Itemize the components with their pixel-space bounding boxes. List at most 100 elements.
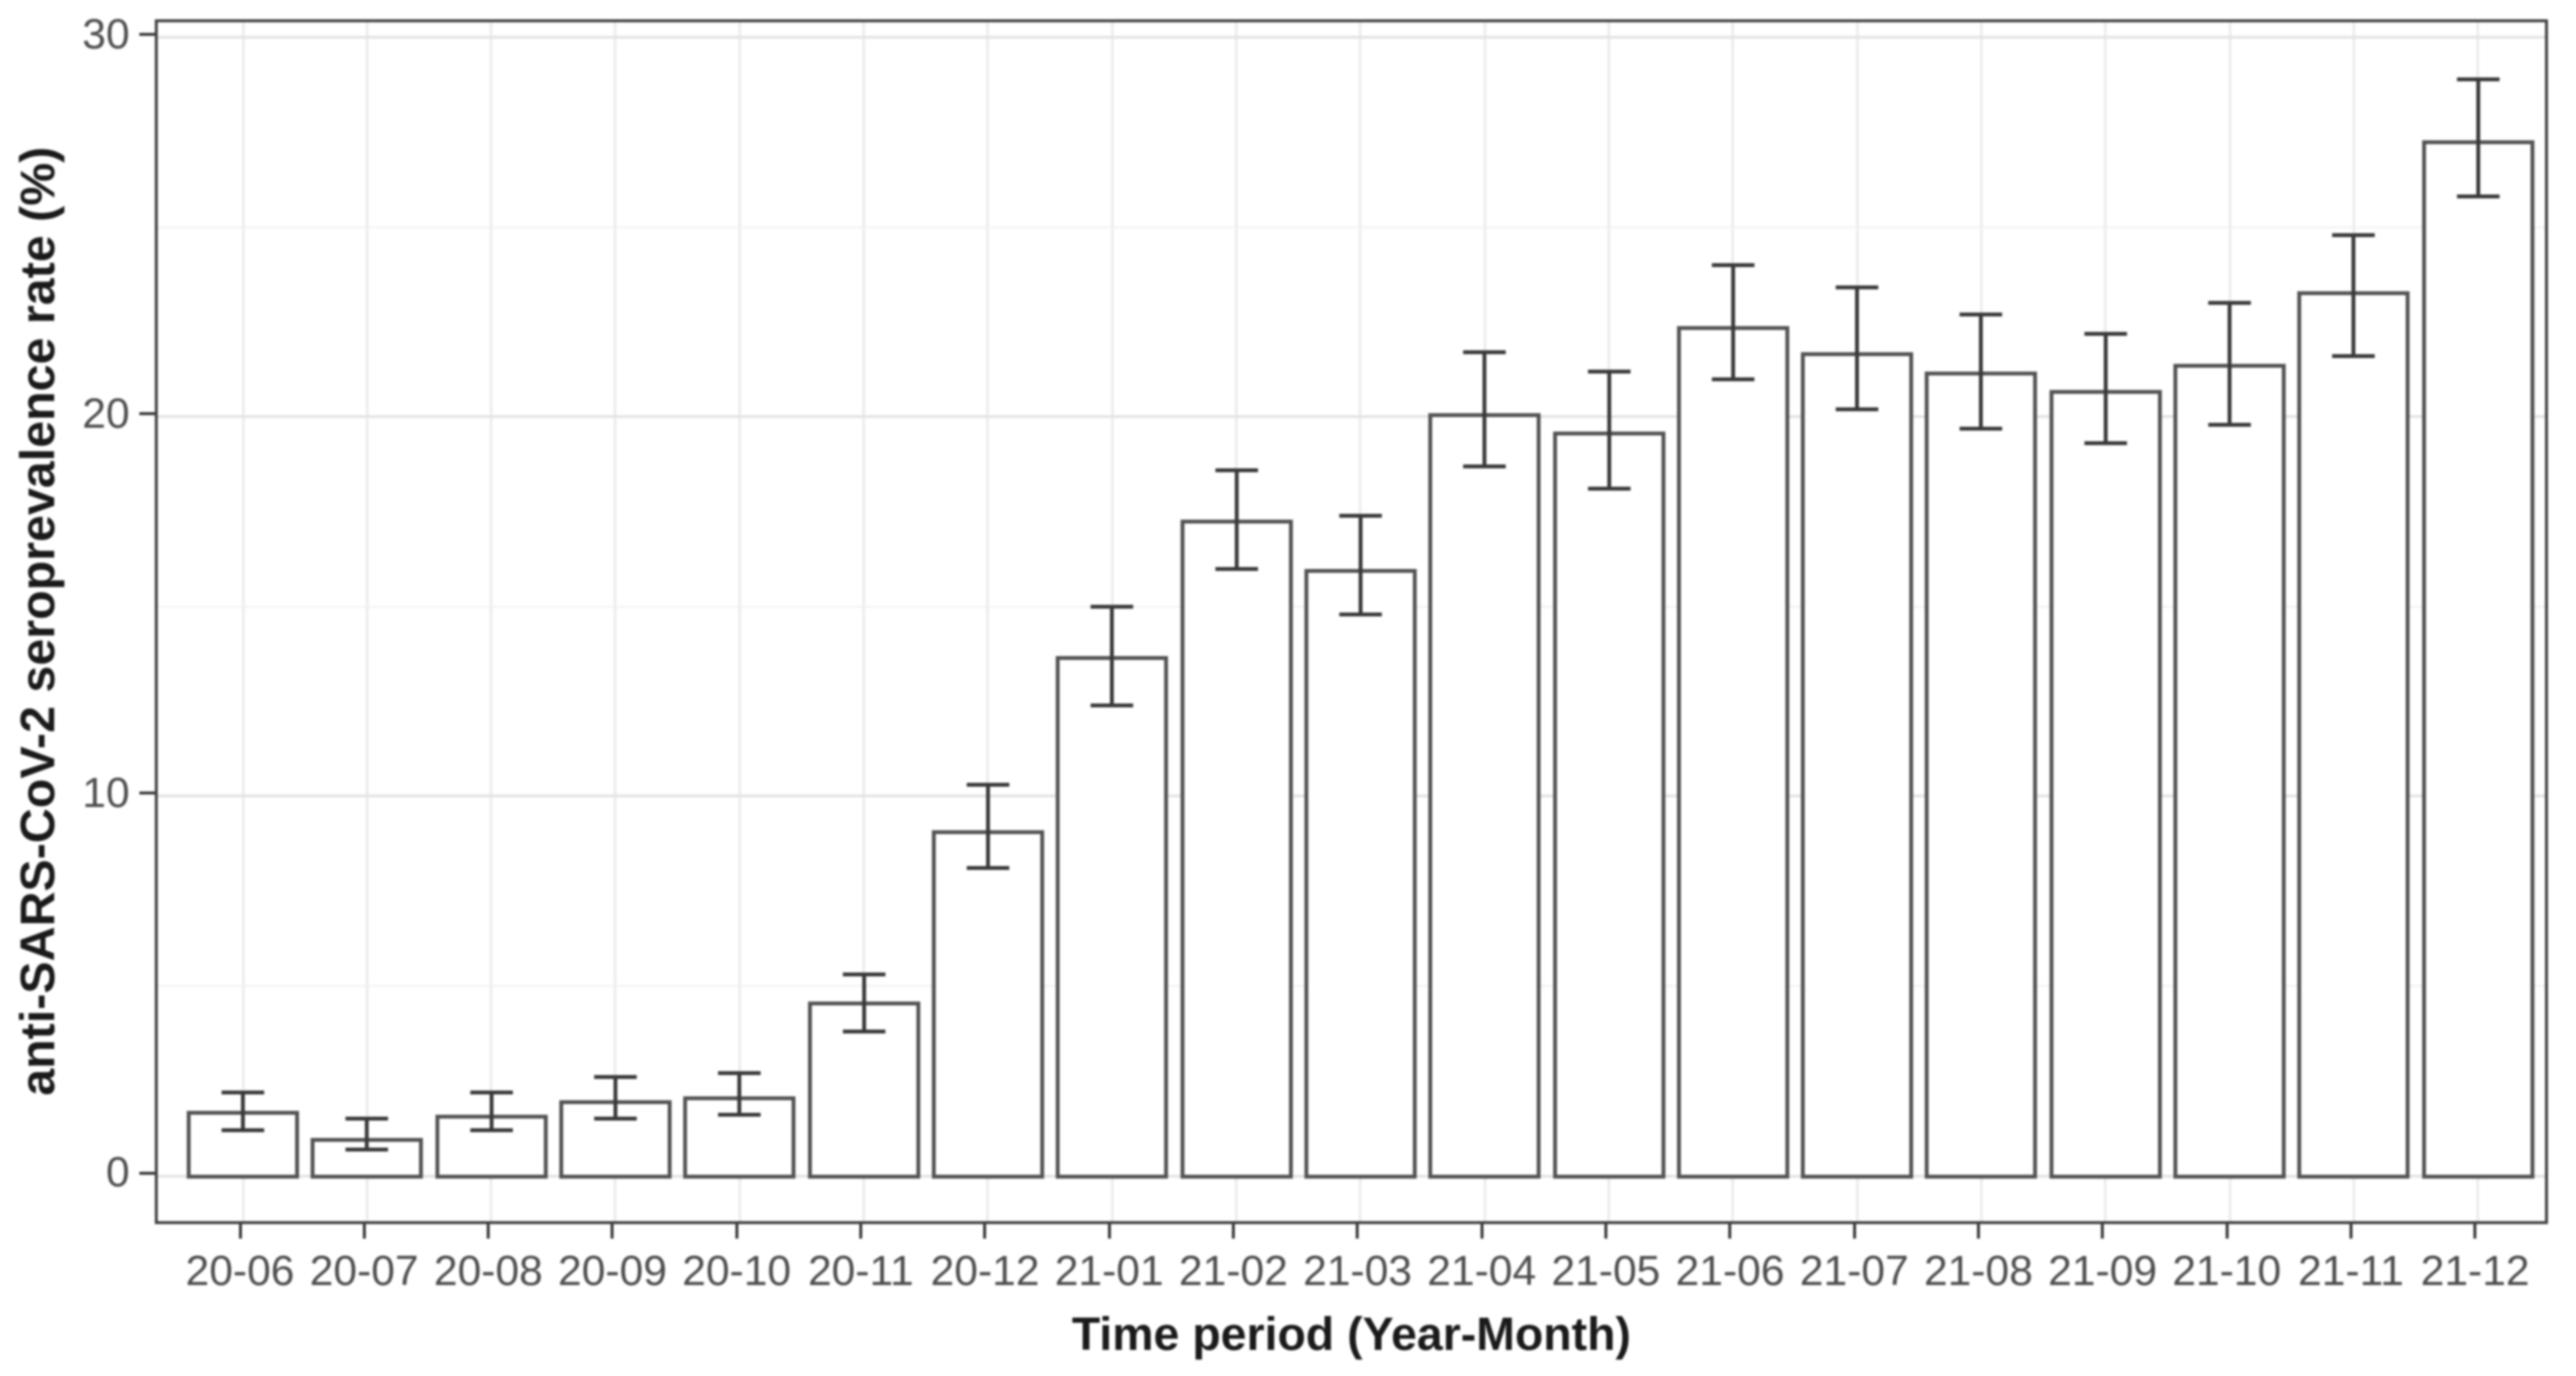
error-bar-cap-bottom (1711, 376, 1754, 381)
x-tick-label: 20-06 (185, 1247, 295, 1295)
error-bar (985, 785, 990, 869)
x-tick (1728, 1224, 1732, 1239)
gridline-major (158, 36, 2545, 40)
x-tick (734, 1224, 738, 1239)
x-tick-label: 20-12 (930, 1247, 1040, 1295)
x-tick (238, 1224, 242, 1239)
error-bar (613, 1077, 617, 1120)
error-bar-cap-bottom (1836, 406, 1879, 411)
error-bar-cap-bottom (2456, 194, 2500, 199)
bar (1925, 371, 2038, 1180)
error-bar-cap-top (469, 1090, 513, 1094)
error-bar-cap-top (718, 1071, 762, 1076)
error-bar-cap-bottom (966, 866, 1009, 871)
error-bar-cap-top (842, 972, 885, 977)
error-bar-cap-bottom (1960, 426, 2003, 431)
error-bar-cap-top (2456, 76, 2500, 81)
bar (2297, 291, 2411, 1180)
error-bar-cap-top (1587, 369, 1631, 374)
error-bar-cap-top (1463, 350, 1507, 355)
error-bar (489, 1092, 494, 1130)
bar (1428, 412, 1542, 1180)
error-bar (1855, 287, 1860, 409)
error-bar-cap-top (966, 783, 1009, 788)
x-tick (362, 1224, 366, 1239)
error-bar-cap-top (1960, 312, 2003, 316)
x-tick (487, 1224, 491, 1239)
error-bar (2475, 78, 2480, 197)
error-bar-cap-top (345, 1117, 389, 1122)
y-tick-label: 0 (105, 1149, 130, 1197)
error-bar (241, 1092, 245, 1130)
gridline-vertical (862, 22, 866, 1221)
bar (1180, 519, 1293, 1180)
error-bar-cap-bottom (345, 1147, 389, 1152)
error-bar-cap-top (593, 1075, 637, 1080)
x-tick-label: 20-10 (681, 1247, 792, 1295)
error-bar (1979, 314, 1984, 429)
error-bar (2351, 234, 2356, 357)
x-tick-label: 21-10 (2172, 1247, 2282, 1295)
x-tick-label: 21-07 (1799, 1247, 1909, 1295)
error-bar-cap-bottom (593, 1117, 637, 1122)
error-bar-cap-bottom (718, 1113, 762, 1118)
error-bar-cap-bottom (2332, 354, 2376, 359)
x-tick (2101, 1224, 2105, 1239)
bar (187, 1111, 299, 1180)
x-tick (1604, 1224, 1608, 1239)
bar (2421, 139, 2534, 1180)
x-tick (983, 1224, 987, 1239)
gridline-vertical (490, 22, 494, 1221)
bar (931, 830, 1044, 1180)
error-bar-cap-top (2083, 331, 2127, 336)
x-tick (1852, 1224, 1856, 1239)
gridline-major (158, 415, 2545, 419)
error-bar-cap-top (1338, 513, 1382, 518)
y-axis-title: anti-SARS-CoV-2 seroprevalence rate (%) (11, 146, 65, 1096)
error-bar-cap-top (1836, 285, 1879, 290)
error-bar-cap-bottom (1091, 703, 1134, 707)
x-tick-label: 20-08 (434, 1247, 543, 1295)
error-bar-cap-top (2208, 301, 2252, 306)
gridline-minor (158, 225, 2545, 228)
bar (1056, 655, 1169, 1180)
y-tick-label: 20 (82, 389, 130, 437)
x-tick (611, 1224, 614, 1239)
error-bar-cap-bottom (1587, 487, 1631, 492)
error-bar-cap-bottom (1338, 612, 1382, 616)
x-tick-label: 21-08 (1924, 1247, 2033, 1295)
x-tick-label: 21-06 (1675, 1247, 1785, 1295)
error-bar-cap-bottom (469, 1128, 513, 1132)
error-bar-cap-top (2332, 232, 2376, 237)
bar (2049, 390, 2162, 1180)
x-tick-label: 20-09 (557, 1247, 668, 1295)
x-tick (1480, 1224, 1483, 1239)
x-tick (1976, 1224, 1980, 1239)
x-tick (2225, 1224, 2229, 1239)
error-bar-cap-bottom (1463, 464, 1507, 468)
gridline-vertical (614, 22, 617, 1221)
plot-panel (155, 19, 2548, 1224)
y-tick-label: 10 (82, 768, 130, 817)
error-bar-cap-top (1214, 467, 1258, 472)
y-tick-label: 30 (82, 10, 130, 58)
bar (2173, 363, 2287, 1180)
x-tick-label: 21-03 (1303, 1247, 1413, 1295)
x-tick-label: 21-02 (1179, 1247, 1288, 1295)
x-tick-label: 21-01 (1054, 1247, 1164, 1295)
error-bar-cap-bottom (2208, 422, 2252, 427)
y-tick (139, 33, 155, 37)
bar (1303, 568, 1417, 1180)
gridline-vertical (986, 22, 990, 1221)
x-tick-label: 20-07 (310, 1247, 419, 1295)
gridline-vertical (737, 22, 741, 1221)
bar (1552, 432, 1665, 1180)
x-tick (2349, 1224, 2352, 1239)
error-bar-cap-bottom (842, 1030, 885, 1034)
error-bar-cap-bottom (1214, 566, 1258, 571)
gridline-vertical (365, 22, 369, 1221)
x-tick (1232, 1224, 1236, 1239)
error-bar (1234, 469, 1239, 569)
x-tick-label: 21-12 (2420, 1247, 2531, 1295)
